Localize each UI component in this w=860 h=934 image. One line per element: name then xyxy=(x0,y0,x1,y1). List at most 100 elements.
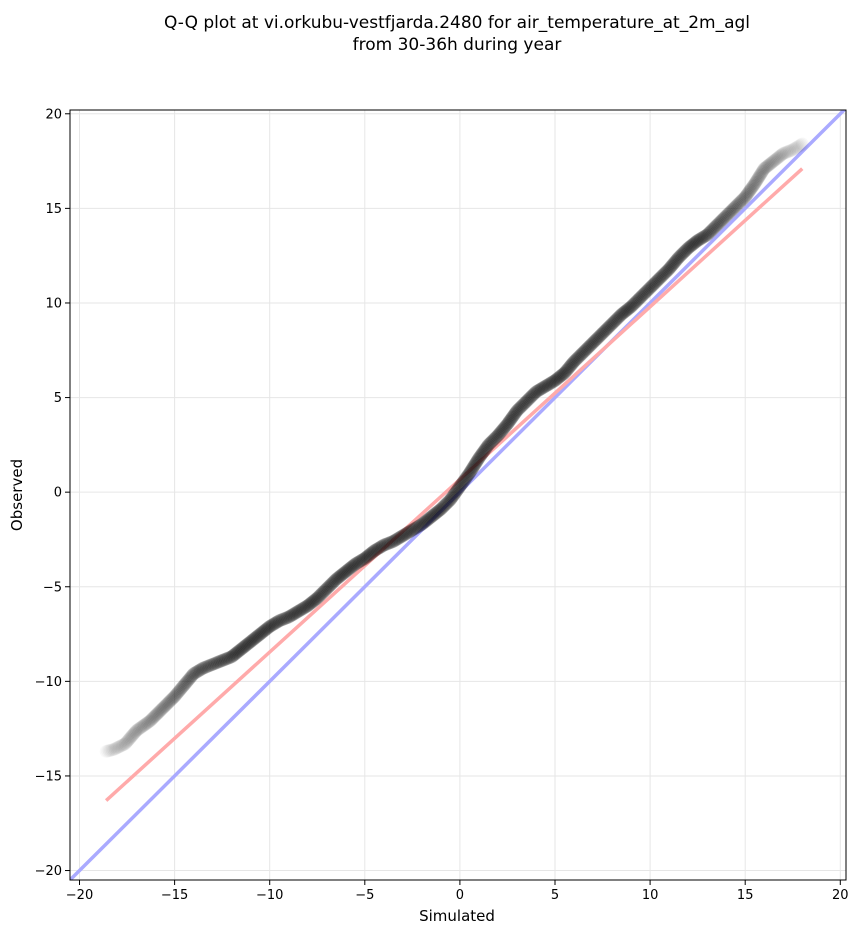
quantile-point xyxy=(623,301,637,315)
quantile-point xyxy=(512,401,526,415)
quantile-point xyxy=(485,434,499,448)
quantile-point xyxy=(713,215,727,229)
quantile-point xyxy=(147,710,161,724)
quantile-point xyxy=(136,719,150,733)
quantile-point xyxy=(704,224,718,238)
quantile-point xyxy=(138,718,152,732)
quantile-point xyxy=(665,258,679,272)
quantile-point xyxy=(518,396,532,410)
plot-frame xyxy=(69,109,847,881)
quantile-point xyxy=(363,548,377,562)
quantile-point xyxy=(232,644,246,658)
quantile-point xyxy=(293,604,307,618)
quantile-point xyxy=(771,150,785,164)
quantile-point xyxy=(151,706,165,720)
quantile-point xyxy=(679,243,693,257)
quantile-point xyxy=(321,580,335,594)
quantile-point xyxy=(529,385,543,399)
quantile-point xyxy=(615,307,629,321)
quantile-point xyxy=(143,714,157,728)
quantile-point xyxy=(430,505,444,519)
quantile-point xyxy=(685,238,699,252)
quantile-point xyxy=(408,521,422,535)
quantile-point xyxy=(383,536,397,550)
quantile-point xyxy=(375,539,389,553)
quantile-point xyxy=(625,299,639,313)
quantile-point xyxy=(338,566,352,580)
quantile-point xyxy=(616,306,630,320)
quantile-point xyxy=(631,293,645,307)
quantile-point xyxy=(322,579,336,593)
identity-line xyxy=(70,110,846,880)
quantile-point xyxy=(480,441,494,455)
quantile-point xyxy=(484,436,498,449)
quantile-point xyxy=(459,472,473,486)
quantile-point xyxy=(134,721,148,735)
quantile-point xyxy=(632,291,646,305)
quantile-point xyxy=(489,431,503,445)
quantile-point xyxy=(421,513,435,527)
quantile-point xyxy=(272,614,286,628)
quantile-point xyxy=(340,564,354,578)
quantile-point xyxy=(371,541,385,555)
quantile-point xyxy=(609,313,623,327)
quantile-point xyxy=(645,278,659,292)
quantile-point xyxy=(466,461,480,475)
quantile-point xyxy=(569,352,583,366)
quantile-point xyxy=(346,559,360,573)
quantile-point xyxy=(747,178,761,192)
quantile-point xyxy=(641,283,655,297)
quantile-point xyxy=(155,702,169,716)
quantile-point xyxy=(179,676,193,690)
quantile-point xyxy=(674,248,688,262)
quantile-point xyxy=(166,691,180,705)
quantile-point xyxy=(284,608,298,622)
quantile-point xyxy=(316,585,330,599)
quantile-point xyxy=(578,344,592,358)
quantile-point xyxy=(716,212,730,226)
quantile-point xyxy=(257,624,271,638)
quantile-point xyxy=(220,652,234,666)
quantile-point xyxy=(748,177,762,191)
quantile-point xyxy=(317,584,331,598)
quantile-point xyxy=(341,563,355,577)
quantile-point xyxy=(432,504,446,518)
quantile-point xyxy=(744,182,758,196)
quantile-point xyxy=(385,535,399,549)
quantile-point xyxy=(624,300,638,314)
quantile-point xyxy=(523,391,537,405)
quantile-point xyxy=(732,196,746,210)
quantile-point xyxy=(696,230,710,244)
quantile-point xyxy=(412,519,426,533)
quantile-point xyxy=(226,649,240,663)
quantile-point xyxy=(330,571,344,585)
quantile-point xyxy=(705,223,719,237)
quantile-point xyxy=(120,734,134,748)
quantile-point xyxy=(500,417,514,431)
quantile-point xyxy=(575,346,589,360)
quantile-point xyxy=(274,613,288,627)
quantile-point xyxy=(752,170,766,184)
quantile-point xyxy=(125,728,139,742)
quantile-point xyxy=(506,409,520,423)
quantile-point xyxy=(505,410,519,424)
quantile-point xyxy=(352,555,366,569)
quantile-point xyxy=(294,603,308,617)
quantile-point xyxy=(510,404,524,418)
quantile-point xyxy=(660,264,674,278)
quantile-point xyxy=(517,397,531,411)
quantile-point xyxy=(651,273,665,287)
y-tick-label: 0 xyxy=(54,486,62,501)
quantile-point xyxy=(131,723,145,737)
quantile-point xyxy=(757,162,771,176)
quantile-point xyxy=(453,479,467,493)
quantile-point xyxy=(153,704,167,718)
quantile-point xyxy=(248,631,262,645)
x-tick-label: 5 xyxy=(551,888,559,903)
quantile-point xyxy=(426,509,440,523)
quantile-point xyxy=(411,520,425,534)
quantile-point xyxy=(612,310,626,324)
quantile-point xyxy=(509,405,523,419)
quantile-point xyxy=(139,717,153,731)
